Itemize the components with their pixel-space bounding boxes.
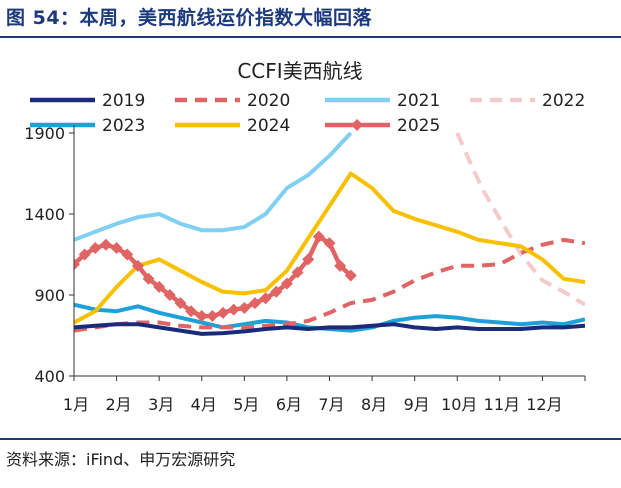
x-tick-label: 11月 (484, 395, 520, 414)
series-point-2025 (142, 272, 155, 285)
y-tick-label: 1900 (24, 124, 65, 143)
x-tick-label: 9月 (404, 395, 430, 414)
series-point-2025 (312, 230, 325, 243)
plot-area (74, 131, 585, 336)
series-point-2025 (110, 242, 123, 255)
series-point-2025 (227, 303, 240, 316)
x-tick-label: 12月 (526, 395, 562, 414)
series-point-2025 (131, 259, 144, 272)
series-point-2025 (74, 258, 80, 271)
series-point-2025 (238, 301, 251, 314)
source-note: 资料来源：iFind、申万宏源研究 (6, 450, 236, 469)
series-point-2025 (280, 277, 293, 290)
legend-label-2019: 2019 (102, 91, 145, 111)
title-rule (0, 36, 621, 38)
legend-label-2020: 2020 (247, 91, 290, 111)
legend-label-2024: 2024 (247, 116, 290, 136)
legend-marker-2025 (351, 119, 363, 131)
legend-label-2021: 2021 (397, 91, 440, 111)
series-point-2025 (185, 305, 198, 318)
series-point-2025 (78, 248, 91, 261)
series-point-2025 (291, 266, 304, 279)
series-point-2025 (344, 269, 357, 282)
x-tick-label: 7月 (318, 395, 344, 414)
x-tick-label: 1月 (63, 395, 89, 414)
series-line-2019 (74, 322, 585, 336)
series-point-2025 (217, 306, 230, 319)
x-tick-label: 2月 (105, 395, 131, 414)
series-point-2025 (206, 310, 219, 323)
series-line-2024 (74, 171, 585, 325)
ccfi-line-chart: CCFI美西航线 2019 2020 2021 2022 2023 2024 2025 40… (24, 59, 586, 414)
axes: 400 900 1400 1900 1月 2月 3月 4月 5月 6月 7月 8月 9月 10月 11月 12… (24, 124, 586, 414)
series-point-2025 (163, 289, 176, 301)
series-point-2025 (248, 297, 261, 310)
series-point-2025 (195, 310, 208, 323)
chart-title: CCFI美西航线 (237, 59, 362, 83)
series-point-2025 (121, 248, 134, 261)
series-line-2022 (455, 132, 585, 307)
x-tick-label: 10月 (441, 395, 477, 414)
legend-label-2023: 2023 (102, 116, 145, 136)
x-tick-label: 3月 (148, 395, 174, 414)
y-tick-label: 400 (34, 367, 65, 386)
series-point-2025 (334, 259, 347, 272)
x-tick-label: 5月 (233, 395, 259, 414)
series-point-2025 (323, 237, 336, 250)
series-point-2025 (89, 242, 102, 255)
legend: 2019 2020 2021 2022 2023 2024 2025 (30, 91, 585, 136)
series-point-2025 (270, 285, 283, 298)
series-point-2025 (99, 238, 112, 251)
series-line-2021 (74, 131, 353, 242)
source-rule (0, 438, 621, 440)
legend-label-2025: 2025 (397, 116, 440, 136)
series-line-2020 (74, 237, 585, 333)
series-point-2025 (259, 292, 272, 305)
x-tick-label: 4月 (191, 395, 217, 414)
y-tick-label: 1400 (24, 205, 65, 224)
series-point-2025 (174, 297, 187, 310)
y-tick-label: 900 (34, 286, 65, 305)
x-tick-label: 6月 (276, 395, 302, 414)
figure-title: 图 54：本周，美西航线运价指数大幅回落 (6, 7, 373, 29)
legend-label-2022: 2022 (542, 91, 585, 111)
series-point-2025 (153, 280, 166, 293)
x-tick-label: 8月 (361, 395, 387, 414)
